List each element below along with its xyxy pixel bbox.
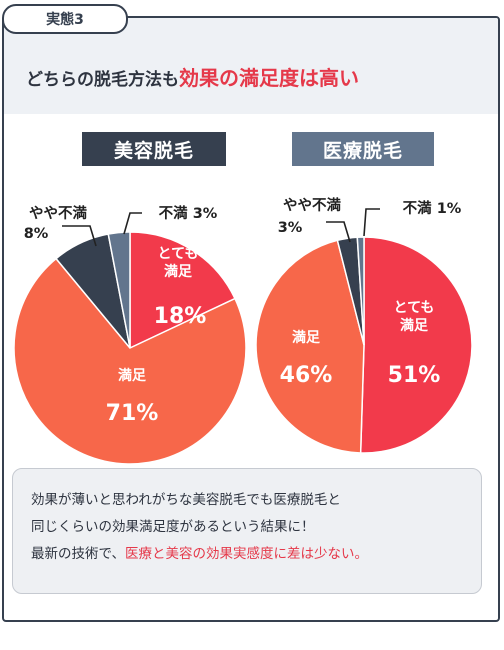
pie-medical-label-0-b: 満足 bbox=[400, 317, 429, 334]
summary-note: 効果が薄いと思われがちな美容脱毛でも医療脱毛と 同じくらいの効果満足度があるとい… bbox=[12, 468, 482, 594]
section-tag: 実態3 bbox=[2, 4, 128, 34]
chart-title-medical: 医療脱毛 bbox=[292, 132, 434, 166]
pie-beauty-slice-1 bbox=[13, 257, 247, 465]
pie-beauty-value-1: 71% bbox=[106, 401, 159, 426]
pie-medical-label-1: 満足 bbox=[292, 329, 321, 346]
pie-medical-slice-1 bbox=[255, 239, 365, 454]
pie-medical-label-0-a: とても bbox=[394, 300, 435, 316]
pie-beauty-value-0: 18% bbox=[154, 304, 207, 329]
pie-medical-slice-3 bbox=[356, 236, 365, 346]
headline-text: どちらの脱毛方法も bbox=[26, 69, 179, 90]
pie-medical-value-2: 3% bbox=[278, 220, 303, 236]
pie-beauty-label-2: やや不満 bbox=[29, 204, 87, 222]
note-line-3: 最新の技術で、 bbox=[31, 546, 125, 562]
note-line-3-highlight: 医療と美容の効果実感度に差は少ない。 bbox=[124, 546, 368, 562]
pie-medical-value-1: 46% bbox=[280, 363, 333, 388]
pie-medical-leader-1 bbox=[363, 208, 380, 237]
pie-beauty-label-0-a: とても bbox=[158, 246, 199, 262]
pie-medical-label-2: やや不満 bbox=[283, 196, 341, 214]
headline-highlight: 効果の満足度は高い bbox=[179, 65, 359, 90]
pie-medical-label-3: 不満 1% bbox=[403, 199, 462, 217]
pie-beauty-label-0-b: 満足 bbox=[164, 263, 193, 280]
pie-beauty-value-2: 8% bbox=[24, 226, 49, 242]
pie-medical-slice-0 bbox=[359, 236, 473, 454]
pie-beauty-slice-0 bbox=[129, 231, 236, 350]
note-line-2: 同じくらいの効果満足度があるという結果に！ bbox=[31, 519, 315, 535]
pie-medical-leader-0 bbox=[326, 221, 351, 243]
pie-beauty-label-3: 不満 3% bbox=[159, 204, 218, 222]
pie-beauty-leader-0 bbox=[62, 225, 97, 247]
headline: どちらの脱毛方法も効果の満足度は高い bbox=[4, 18, 498, 114]
pie-beauty-label-1: 満足 bbox=[118, 367, 147, 384]
pie-beauty-slice-3 bbox=[107, 231, 131, 349]
pie-beauty-leader-1 bbox=[123, 212, 142, 235]
chart-title-beauty: 美容脱毛 bbox=[82, 132, 226, 166]
pie-medical-value-0: 51% bbox=[388, 363, 441, 388]
note-line-1: 効果が薄いと思われがちな美容脱毛でも医療脱毛と bbox=[31, 492, 341, 508]
